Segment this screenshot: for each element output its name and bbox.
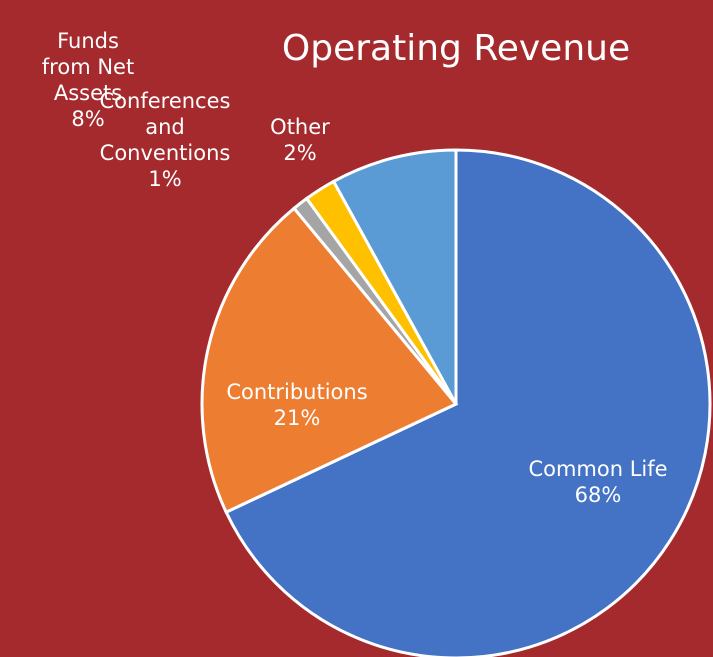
value-label: 1%	[148, 167, 182, 191]
pie-slice	[224, 148, 712, 657]
category-name: Contributions	[226, 380, 368, 404]
value-label: 8%	[71, 107, 105, 131]
slice-label: Funds from Net Assets 8%	[33, 28, 143, 132]
slice-label: Common Life 68%	[498, 456, 698, 508]
value-label: 68%	[574, 483, 622, 507]
slice-label: Other 2%	[250, 114, 350, 166]
category-name: Other	[270, 115, 330, 139]
category-name: Funds from Net Assets	[41, 29, 135, 105]
category-name: Conferences and Conventions	[99, 89, 231, 165]
category-name: Common Life	[528, 457, 668, 481]
value-label: 21%	[273, 406, 321, 430]
slice-label: Conferences and Conventions 1%	[95, 88, 235, 192]
pie-slice	[200, 206, 459, 515]
value-label: 2%	[283, 141, 317, 165]
pie-slice	[331, 148, 458, 405]
slice-label: Contributions 21%	[197, 379, 397, 431]
chart-title: Operating Revenue	[282, 28, 630, 69]
